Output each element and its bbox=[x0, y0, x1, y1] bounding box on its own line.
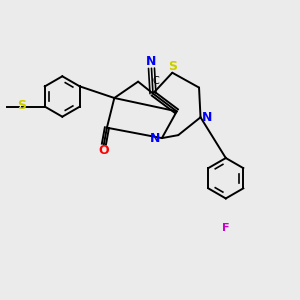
Text: F: F bbox=[222, 223, 230, 232]
Text: S: S bbox=[17, 99, 26, 112]
Text: N: N bbox=[150, 132, 161, 145]
Text: O: O bbox=[99, 143, 109, 157]
Text: N: N bbox=[146, 55, 157, 68]
Text: C: C bbox=[152, 76, 159, 86]
Text: N: N bbox=[202, 111, 212, 124]
Text: S: S bbox=[168, 60, 177, 73]
